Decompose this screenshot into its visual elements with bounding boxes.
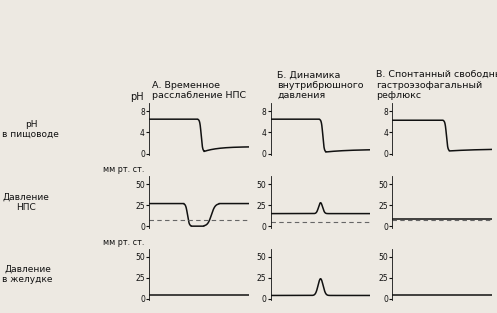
Text: мм рт. ст.: мм рт. ст. <box>103 238 144 247</box>
Text: Давление
в желудке: Давление в желудке <box>2 265 53 284</box>
Text: pH: pH <box>131 92 144 102</box>
Text: Б. Динамика
внутрибрюшного
давления: Б. Динамика внутрибрюшного давления <box>277 70 364 100</box>
Text: Давление
НПС: Давление НПС <box>2 192 49 212</box>
Text: мм рт. ст.: мм рт. ст. <box>103 165 144 174</box>
Text: pH
в пищоводе: pH в пищоводе <box>2 120 59 139</box>
Text: В. Спонтанный свободный
гастроэзофагальный
рефлюкс: В. Спонтанный свободный гастроэзофагальн… <box>376 70 497 100</box>
Text: А. Временное
расслабление НПС: А. Временное расслабление НПС <box>152 81 246 100</box>
